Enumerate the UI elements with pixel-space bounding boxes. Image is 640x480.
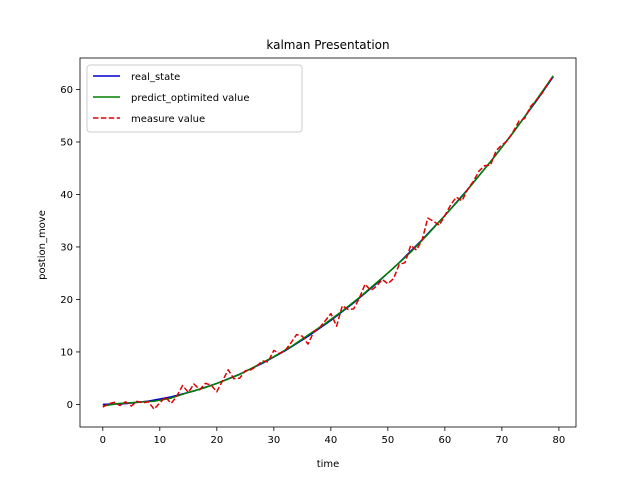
x-tick-label: 70 — [496, 435, 509, 446]
legend: real_state predict_optimited value measure… — [86, 64, 303, 133]
y-tick-label: 20 — [60, 295, 73, 306]
y-tick-label: 10 — [60, 347, 73, 358]
x-tick-label: 60 — [439, 435, 452, 446]
legend-box — [86, 64, 303, 133]
legend-label-0: real_state — [131, 72, 180, 83]
x-tick-label: 20 — [210, 435, 223, 446]
series-line-2 — [102, 75, 554, 410]
legend-label-1: predict_optimited value — [131, 93, 250, 104]
y-axis-label: postion_move — [37, 210, 48, 280]
plot-area — [79, 57, 577, 428]
x-tick-label: 10 — [153, 435, 166, 446]
x-tick-label: 40 — [324, 435, 337, 446]
chart-title: kalman Presentation — [266, 38, 389, 52]
y-tick-label: 50 — [60, 137, 73, 148]
y-tick-label: 40 — [60, 190, 73, 201]
x-tick-label: 50 — [381, 435, 394, 446]
x-tick-label: 80 — [553, 435, 566, 446]
x-axis-label: time — [317, 459, 340, 470]
y-tick-label: 0 — [67, 400, 73, 411]
plot-frame — [79, 57, 577, 428]
legend-label-2: measure value — [131, 114, 205, 125]
y-tick-label: 60 — [60, 85, 73, 96]
y-tick-label: 30 — [60, 242, 73, 253]
y-axis-ticks: 0 10 20 30 40 50 60 — [60, 85, 80, 411]
x-tick-label: 0 — [100, 435, 106, 446]
x-axis-ticks: 0 10 20 30 40 50 60 70 80 — [100, 427, 566, 446]
x-tick-label: 30 — [267, 435, 280, 446]
